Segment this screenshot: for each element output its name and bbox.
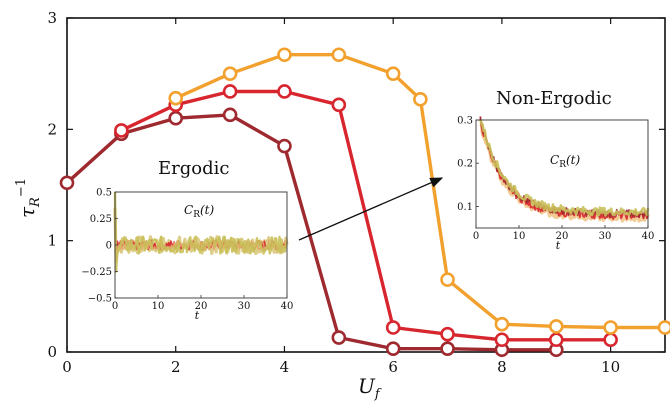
inset-x-tick-label: 0 — [473, 231, 479, 242]
y-tick-label: 3 — [47, 9, 57, 27]
ergodic-inset: 0 10 20 30 40 0.5 0.25 0 −0.25 −0.5 t CR(t) — [81, 188, 293, 323]
series-2-point — [385, 320, 401, 335]
inset-x-tick-label: 40 — [281, 301, 294, 312]
inset-y-tick-label: 0.5 — [96, 188, 112, 199]
non-ergodic-inset: 0 10 20 30 40 0.3 0.2 0.1 t CR(t) — [457, 116, 654, 253]
inset-x-label: t — [195, 309, 200, 322]
inset-x-tick-label: 0 — [112, 301, 118, 312]
y-tick-label: 1 — [47, 232, 57, 250]
inset-x-tick-label: 20 — [195, 301, 208, 312]
series-2-point — [114, 123, 129, 138]
x-tick-label: 6 — [388, 358, 398, 376]
series-2-point — [548, 332, 564, 348]
series-2-point — [494, 332, 510, 348]
inset-x-tick-label: 10 — [152, 301, 165, 312]
series-2-point — [277, 84, 292, 99]
series-3-point — [413, 91, 428, 107]
series-3-point — [168, 90, 184, 106]
series-3-point — [331, 47, 347, 63]
x-tick-label: 2 — [171, 358, 181, 376]
transition-arrow — [298, 177, 444, 241]
series-1-point — [168, 110, 184, 126]
inset-y-tick-label: 0.2 — [457, 159, 473, 170]
x-axis-label: Uf — [358, 374, 382, 402]
svg-text:τR−1: τR−1 — [14, 178, 43, 218]
non-ergodic-annotation: Non-Ergodic — [496, 88, 612, 109]
x-tick-label: 10 — [601, 358, 620, 376]
inset-x-tick-label: 20 — [556, 231, 569, 242]
inset-x-label: t — [556, 239, 561, 252]
series-3-point — [548, 319, 564, 334]
series-1-point — [222, 107, 238, 123]
inset-y-tick-label: −0.5 — [88, 294, 112, 305]
series-3-point — [603, 320, 618, 335]
series-1-line — [65, 113, 557, 352]
series-3-point — [385, 66, 401, 81]
series-3-point — [222, 66, 238, 81]
x-tick-label: 8 — [497, 358, 507, 376]
series-1-point — [331, 330, 347, 345]
inset-title: CR(t) — [550, 153, 580, 170]
series-3-point — [657, 320, 670, 335]
y-tick-label: 0 — [47, 343, 57, 361]
y-axis-label: τR−1 — [14, 178, 43, 218]
series-2-point — [603, 332, 618, 348]
inset-x-tick-label: 30 — [599, 231, 612, 242]
x-tick-label: 0 — [62, 358, 72, 376]
series-1-point — [277, 138, 292, 154]
series-2-point — [440, 326, 455, 342]
inset-y-tick-label: 0 — [106, 241, 112, 252]
inset-y-tick-label: −0.25 — [81, 267, 112, 278]
series-1-point — [440, 341, 455, 356]
series-3-point — [277, 47, 292, 63]
inset-ergodic-curve — [113, 191, 288, 273]
inset-non-ergodic-curve — [479, 119, 650, 217]
ergodic-annotation: Ergodic — [158, 158, 229, 179]
inset-y-tick-label: 0.1 — [457, 202, 473, 213]
y-tick-label: 2 — [47, 120, 57, 138]
inset-x-tick-label: 30 — [238, 301, 251, 312]
inset-title: CR(t) — [184, 203, 214, 220]
main-series-group — [59, 47, 670, 358]
inset-x-tick-label: 40 — [642, 231, 655, 242]
series-2-point — [222, 84, 238, 99]
x-tick-label: 4 — [280, 358, 290, 376]
series-3-point — [494, 316, 510, 332]
series-1-point — [385, 341, 401, 356]
inset-x-tick-label: 10 — [513, 231, 526, 242]
series-2-point — [331, 97, 347, 113]
inset-y-tick-label: 0.25 — [90, 214, 112, 225]
series-1-point — [59, 175, 75, 191]
series-3-point — [440, 272, 455, 287]
inset-y-tick-label: 0.3 — [457, 116, 473, 127]
series-2-line — [120, 89, 611, 342]
